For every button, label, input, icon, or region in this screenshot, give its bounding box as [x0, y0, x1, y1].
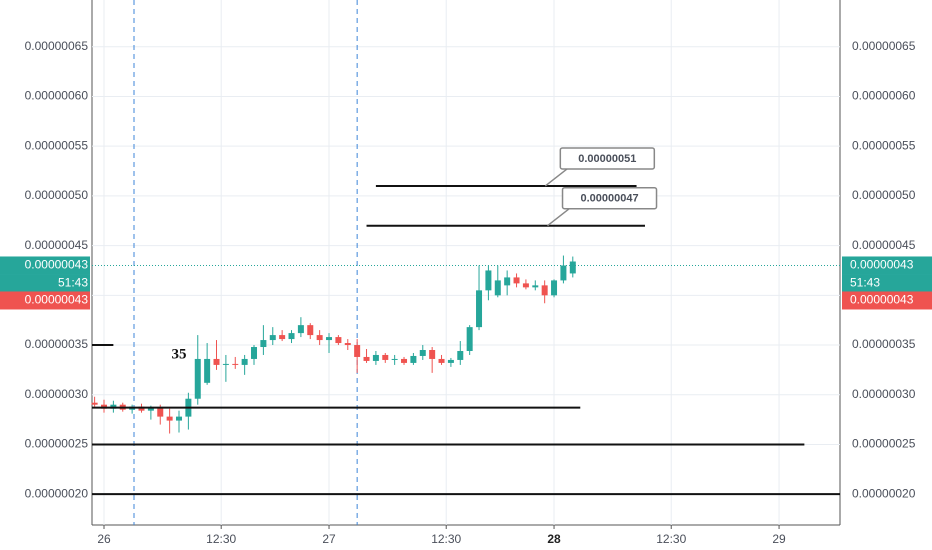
candle-body — [485, 270, 492, 291]
candle-body — [382, 354, 389, 360]
candle-body — [532, 285, 539, 288]
candle-body — [560, 265, 567, 281]
x-tick-label: 29 — [772, 532, 786, 546]
candle-body — [551, 280, 558, 296]
candle-body — [504, 277, 511, 286]
x-tick-label: 12:30 — [656, 532, 686, 546]
candle-body — [307, 325, 314, 336]
candle-body — [494, 280, 501, 296]
candle-body — [91, 402, 98, 405]
y-tick-label-right: 0.00000045 — [852, 238, 916, 252]
y-tick-label: 0.00000025 — [25, 437, 89, 451]
candle-body — [569, 261, 576, 274]
current-price-label-box — [0, 256, 90, 275]
callout-box — [561, 186, 658, 210]
candle-body — [344, 343, 351, 346]
candle-body — [447, 359, 454, 363]
candle-body — [269, 335, 276, 341]
candle-body — [288, 333, 295, 340]
candle-body — [466, 327, 473, 351]
candle-body — [232, 363, 239, 365]
y-tick-label: 0.00000035 — [25, 337, 89, 351]
y-tick-label: 0.00000020 — [25, 486, 89, 500]
callout-label: 0.00000051 — [578, 153, 636, 165]
bid-price-label-box — [0, 291, 90, 310]
x-tick-label: 26 — [97, 532, 111, 546]
countdown-label-box — [842, 274, 932, 293]
candle-body — [279, 335, 286, 340]
y-tick-label: 0.00000030 — [25, 387, 89, 401]
candle-body — [391, 358, 398, 360]
y-tick-label-right: 0.00000035 — [852, 337, 916, 351]
candle-body — [222, 363, 229, 365]
candle-body — [297, 325, 304, 334]
candle-body — [166, 416, 173, 421]
y-tick-label: 0.00000050 — [25, 188, 89, 202]
candle-body — [522, 283, 529, 288]
x-tick-label: 12:30 — [431, 532, 461, 546]
candle-body — [157, 407, 164, 417]
current-price-label: 0.00000043 — [850, 258, 914, 272]
y-tick-label: 0.00000060 — [25, 89, 89, 103]
candle-body — [176, 416, 183, 421]
y-tick-label-right: 0.00000055 — [852, 138, 916, 152]
y-tick-label-right: 0.00000030 — [852, 387, 916, 401]
candle-body — [541, 285, 548, 296]
y-tick-label-right: 0.00000065 — [852, 39, 916, 53]
y-tick-label: 0.00000045 — [25, 238, 89, 252]
bid-price-label-box — [842, 291, 932, 310]
y-tick-label-right: 0.00000025 — [852, 437, 916, 451]
y-tick-label-right: 0.00000020 — [852, 486, 916, 500]
candle-body — [147, 407, 154, 411]
candle-body — [241, 358, 248, 365]
candle-body — [457, 350, 464, 360]
candle-body — [513, 277, 520, 284]
countdown-label: 51:43 — [58, 276, 88, 290]
candle-body — [438, 358, 445, 363]
candle-body — [372, 354, 379, 361]
y-tick-label: 0.00000065 — [25, 39, 89, 53]
countdown-label: 51:43 — [850, 276, 880, 290]
current-price-label: 0.00000043 — [25, 258, 89, 272]
candle-body — [476, 290, 483, 328]
bid-price-label: 0.00000043 — [25, 293, 89, 307]
candle-body — [429, 350, 436, 359]
x-tick-label: 28 — [547, 532, 561, 546]
candle-body — [401, 358, 408, 363]
candle-body — [204, 358, 211, 383]
candle-body — [251, 347, 258, 359]
candle-body — [410, 355, 417, 363]
candle-body — [354, 345, 361, 357]
candle-body — [363, 356, 370, 361]
annotation: 35 — [172, 346, 187, 362]
x-tick-label: 12:30 — [206, 532, 236, 546]
callout-label: 0.00000047 — [580, 193, 638, 205]
y-tick-label-right: 0.00000060 — [852, 89, 916, 103]
bid-price-label: 0.00000043 — [850, 293, 914, 307]
candle-body — [335, 337, 342, 344]
candle-body — [260, 340, 267, 348]
callout-box — [559, 147, 656, 170]
candle-body — [326, 337, 333, 341]
y-tick-label: 0.00000055 — [25, 138, 89, 152]
candle-body — [316, 335, 323, 341]
candle-body — [194, 358, 201, 399]
candle-body — [419, 350, 426, 356]
y-tick-label-right: 0.00000050 — [852, 188, 916, 202]
countdown-label-box — [0, 274, 90, 293]
x-tick-label: 27 — [322, 532, 336, 546]
current-price-label-box — [842, 256, 932, 275]
candle-body — [213, 358, 220, 365]
